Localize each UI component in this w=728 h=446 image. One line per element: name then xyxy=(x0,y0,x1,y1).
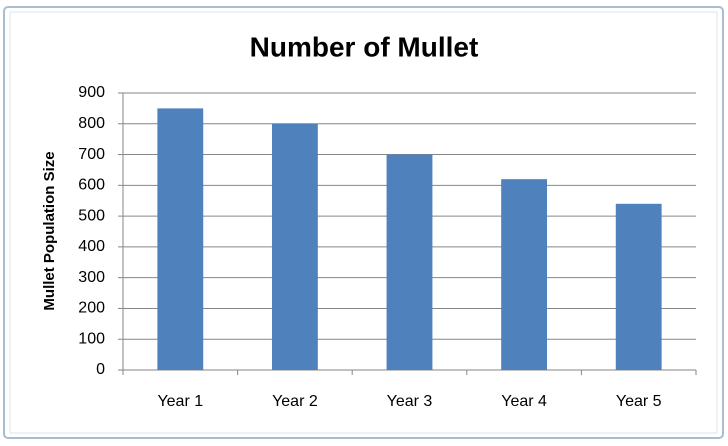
x-tick-label: Year 1 xyxy=(157,393,203,410)
y-tick-label: 700 xyxy=(78,146,105,163)
y-tick-label: 600 xyxy=(78,177,105,194)
x-tick-label: Year 2 xyxy=(272,393,318,410)
x-tick-label: Year 3 xyxy=(387,393,433,410)
bar xyxy=(615,203,662,370)
bar xyxy=(501,179,548,370)
chart-title: Number of Mullet xyxy=(250,31,479,62)
chart-frame xyxy=(3,6,724,439)
bar xyxy=(386,154,433,370)
x-tick-label: Year 5 xyxy=(616,393,662,410)
x-tick-label: Year 4 xyxy=(501,393,547,410)
y-tick-label: 100 xyxy=(78,330,105,347)
y-tick-label: 500 xyxy=(78,207,105,224)
y-axis-label: Mullet Population Size xyxy=(41,151,58,310)
y-tick-label: 300 xyxy=(78,269,105,286)
bar xyxy=(157,108,204,370)
chart-inner-frame xyxy=(9,11,718,434)
y-tick-label: 400 xyxy=(78,238,105,255)
y-tick-label: 900 xyxy=(78,84,105,101)
y-tick-label: 200 xyxy=(78,300,105,317)
bar xyxy=(271,123,318,371)
y-tick-label: 800 xyxy=(78,115,105,132)
y-tick-label: 0 xyxy=(96,361,105,378)
